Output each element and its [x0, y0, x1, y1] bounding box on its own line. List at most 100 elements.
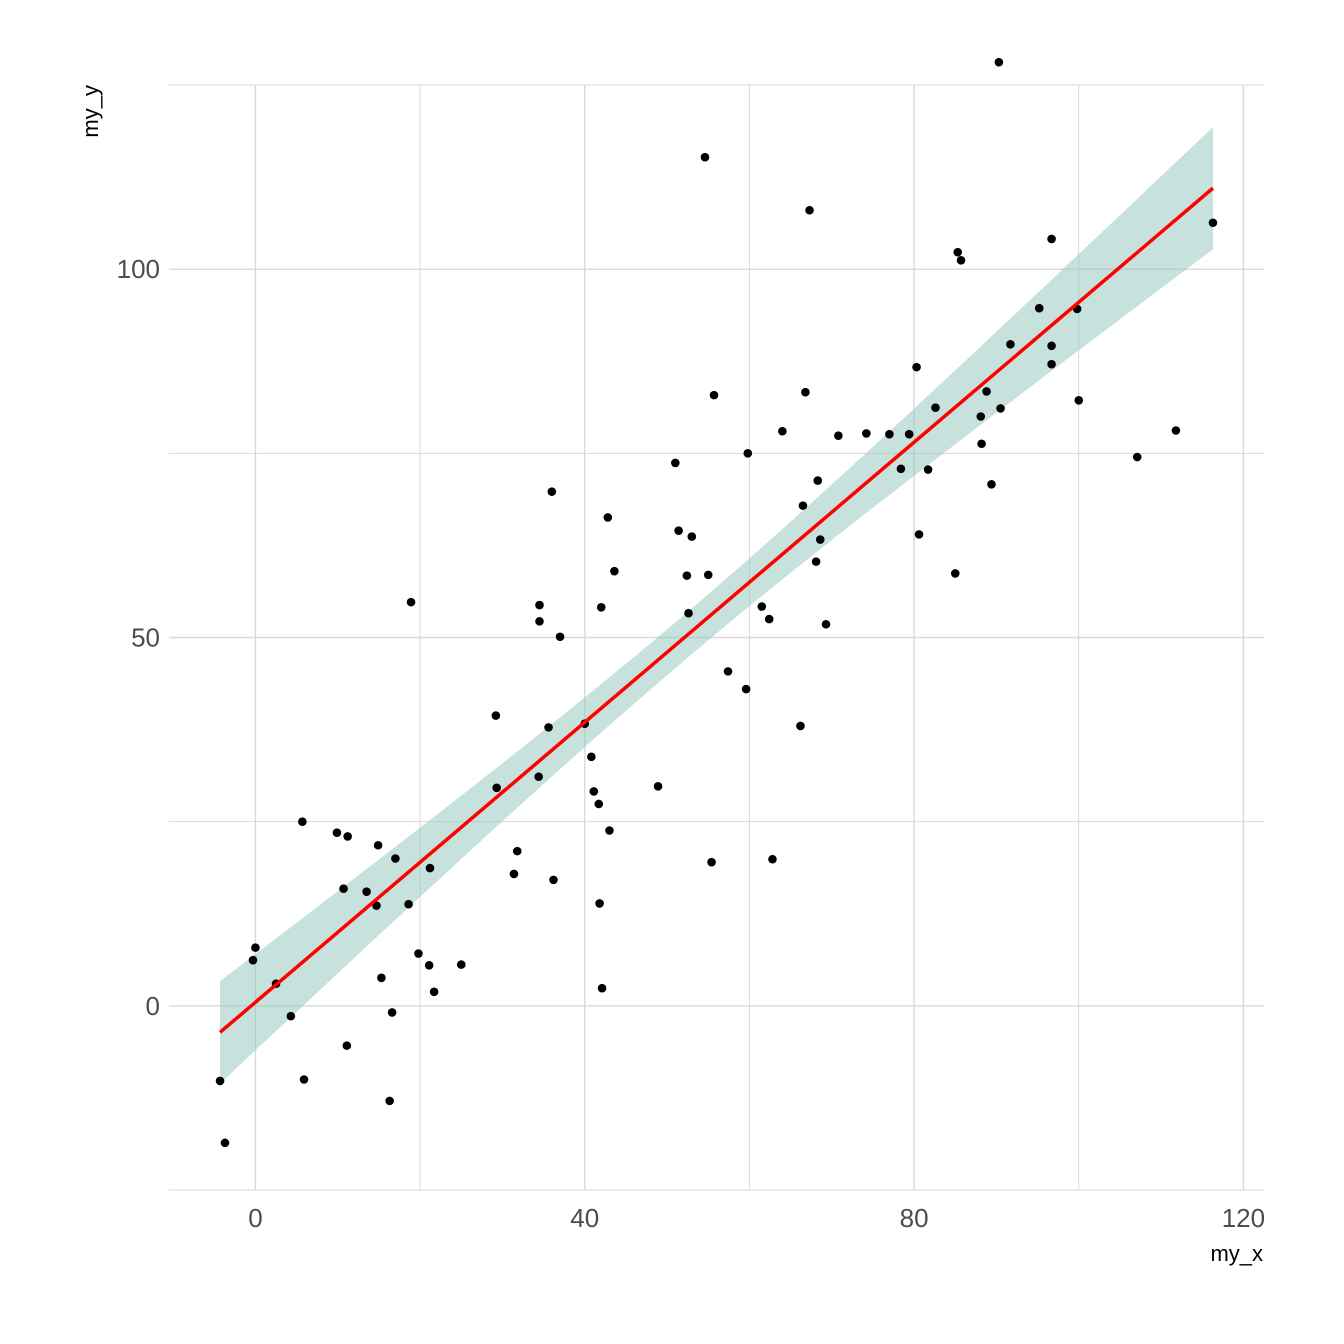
data-point	[953, 247, 963, 257]
data-point	[425, 863, 435, 873]
data-point	[682, 571, 692, 580]
y-axis-title: my_y	[78, 85, 103, 138]
data-point	[595, 899, 604, 908]
data-point	[885, 429, 894, 439]
y-tick-label: 0	[146, 991, 160, 1021]
data-point	[456, 960, 466, 969]
regression-fit-line	[218, 186, 1215, 1034]
data-point	[251, 943, 260, 952]
data-point	[976, 412, 986, 421]
data-point	[987, 479, 996, 489]
data-point	[343, 832, 352, 841]
confidence-band-area	[220, 127, 1213, 1084]
data-point	[1034, 303, 1044, 313]
data-point	[1132, 452, 1142, 462]
y-tick-label: 50	[131, 623, 160, 653]
data-point	[594, 799, 604, 809]
data-point	[406, 597, 416, 607]
data-point	[923, 465, 933, 474]
data-point	[605, 826, 614, 835]
data-point	[703, 570, 713, 580]
data-point	[1074, 395, 1084, 405]
data-point	[387, 1008, 397, 1017]
data-point	[700, 152, 710, 162]
data-point	[372, 901, 381, 910]
data-point	[778, 426, 787, 436]
data-point	[653, 782, 663, 791]
data-point	[547, 487, 557, 496]
data-point	[362, 887, 371, 896]
data-point	[587, 752, 596, 762]
data-point	[977, 439, 986, 449]
x-tick-label: 80	[900, 1203, 929, 1233]
data-point	[535, 600, 544, 610]
x-axis-title: my_x	[1210, 1241, 1263, 1266]
data-points	[215, 57, 1218, 1148]
data-point	[723, 667, 733, 676]
data-point	[914, 530, 924, 539]
data-point	[674, 526, 683, 535]
data-point	[834, 431, 843, 440]
data-point	[687, 532, 697, 541]
data-point	[912, 362, 921, 372]
data-point	[544, 723, 553, 732]
data-point	[512, 846, 522, 856]
data-point	[707, 857, 716, 867]
data-point	[805, 205, 814, 215]
data-point	[1171, 426, 1181, 435]
data-point	[424, 961, 434, 970]
data-point	[996, 404, 1005, 413]
data-point	[743, 449, 753, 458]
y-tick-label: 100	[117, 254, 160, 284]
data-point	[342, 1041, 352, 1050]
data-point	[896, 464, 906, 474]
data-point	[1047, 359, 1056, 369]
data-point	[1047, 234, 1056, 244]
data-point	[339, 884, 348, 894]
data-point	[509, 869, 519, 879]
data-point	[534, 772, 543, 782]
data-point	[813, 476, 823, 485]
data-point	[286, 1011, 296, 1021]
data-point	[1208, 218, 1218, 228]
data-point	[741, 684, 751, 694]
data-point	[429, 987, 439, 997]
data-point	[404, 899, 413, 909]
data-point	[377, 973, 386, 983]
data-point	[801, 387, 810, 397]
data-point	[248, 955, 258, 965]
data-point	[391, 854, 400, 863]
data-point	[815, 535, 825, 544]
confidence-band	[220, 127, 1213, 1084]
data-point	[492, 783, 501, 793]
regression-line	[218, 186, 1215, 1034]
data-point	[764, 614, 774, 624]
data-point	[994, 57, 1004, 67]
data-point	[904, 429, 914, 439]
data-point	[1006, 340, 1015, 349]
data-point	[768, 854, 777, 864]
data-point	[603, 513, 613, 522]
data-point	[1047, 341, 1056, 351]
data-point	[596, 602, 606, 612]
data-point	[684, 608, 693, 618]
x-tick-label: 120	[1222, 1203, 1265, 1233]
data-point	[373, 840, 383, 850]
data-point	[549, 875, 558, 885]
data-point	[950, 569, 960, 578]
data-point	[299, 1075, 309, 1084]
data-point	[796, 721, 805, 731]
tick-labels: 0 40 80 120 0 50 100	[117, 254, 1266, 1233]
x-tick-label: 0	[248, 1203, 262, 1233]
data-point	[535, 616, 544, 626]
data-point	[332, 828, 342, 838]
data-point	[982, 387, 991, 396]
data-point	[671, 458, 680, 468]
data-point	[610, 566, 619, 576]
data-point	[555, 632, 565, 642]
data-point	[298, 817, 307, 826]
data-point	[220, 1138, 230, 1148]
data-point	[821, 619, 831, 629]
data-point	[757, 602, 767, 611]
data-point	[862, 429, 871, 438]
